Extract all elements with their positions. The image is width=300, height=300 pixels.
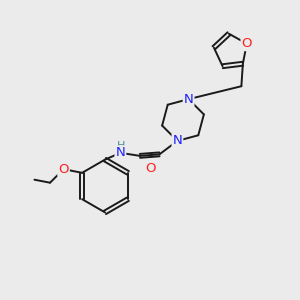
Text: N: N [116, 146, 125, 159]
Text: N: N [184, 93, 194, 106]
Text: O: O [58, 163, 69, 176]
Text: N: N [172, 134, 182, 147]
Text: O: O [242, 37, 252, 50]
Text: H: H [117, 141, 125, 151]
Text: O: O [146, 162, 156, 175]
